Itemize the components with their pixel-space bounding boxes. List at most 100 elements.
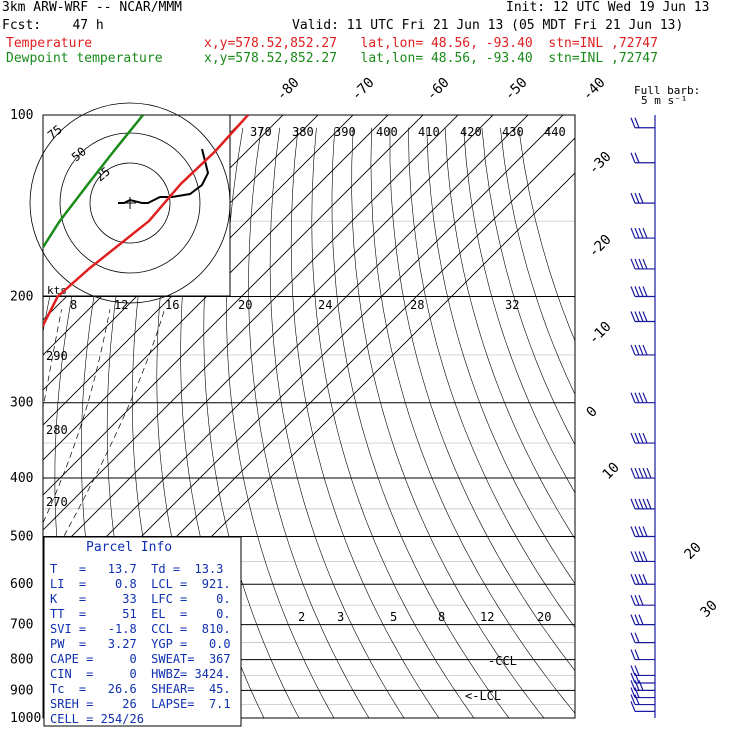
mixing-ratio-label: 3 <box>337 610 344 624</box>
wind-barb <box>630 687 655 699</box>
barb-flag <box>638 258 644 270</box>
isotherm-label: 0 <box>584 404 601 421</box>
barb-flag <box>630 286 636 297</box>
barb-flag <box>638 227 644 239</box>
parcel-row: Tc = 26.6 SHEAR= 45. <box>50 682 231 696</box>
barb-flag <box>634 286 640 297</box>
speed-tick-label: 16 <box>165 298 179 312</box>
pressure-tick-label: 700 <box>10 618 33 633</box>
barb-flag <box>634 665 640 676</box>
isotherm-label: -10 <box>586 319 615 348</box>
dry-adiabat <box>426 127 575 585</box>
barb-flag <box>634 311 640 322</box>
moist-adiabat <box>43 309 165 575</box>
wind-barb <box>630 227 655 239</box>
wind-barb <box>630 344 655 356</box>
barb-flag <box>634 672 640 684</box>
barb-flag <box>630 672 636 684</box>
barb-flag <box>634 192 640 204</box>
init-time: Init: 12 UTC Wed 19 Jun 13 <box>506 0 710 15</box>
dry-adiabat <box>518 127 575 342</box>
isotherm-line <box>43 115 319 391</box>
dry-adiabat <box>389 127 575 672</box>
parcel-row: LI = 0.8 LCL = 921. <box>50 577 231 591</box>
barb-flag <box>634 117 640 128</box>
dry-adiabat <box>290 127 440 718</box>
barb-flag <box>638 574 644 585</box>
parcel-info-panel: Parcel Info T = 13.7 Td = 13.3 LI = 0.8 … <box>44 537 241 726</box>
barb-flag <box>642 498 648 510</box>
parcel-row: T = 13.7 Td = 13.3 <box>50 562 224 576</box>
mixing-ratio-label: 12 <box>480 610 494 624</box>
barb-flag <box>642 344 648 356</box>
hodograph-trace <box>118 148 210 204</box>
barb-flag <box>630 467 636 479</box>
barb-flag <box>630 227 636 239</box>
isotherm-label: -80 <box>274 75 303 104</box>
isotherm-label: -30 <box>586 149 615 178</box>
barb-flag <box>634 467 640 479</box>
barb-flag <box>638 311 644 322</box>
speed-tick-label: 32 <box>505 298 519 312</box>
barb-flag <box>630 687 636 698</box>
pressure-tick-label: 500 <box>10 529 33 544</box>
wind-barb <box>630 701 655 712</box>
barb-flag <box>642 286 648 297</box>
isotherm-label: -60 <box>424 75 453 104</box>
barb-flag <box>638 614 644 625</box>
parcel-row: CELL = 254/26 <box>50 712 144 726</box>
barb-flag <box>630 258 636 270</box>
pressure-tick-label: 800 <box>10 653 33 668</box>
barb-flag <box>634 694 640 705</box>
barb-flag <box>630 117 636 128</box>
barb-flag <box>638 680 644 691</box>
speed-tick-label: 12 <box>114 298 128 312</box>
barb-flag <box>634 632 640 643</box>
wind-barb <box>630 311 655 323</box>
wind-barb <box>630 498 655 510</box>
barb-flag <box>638 344 644 356</box>
wind-barb <box>630 672 655 684</box>
hodograph-ring <box>89 162 171 244</box>
barb-flag <box>642 432 648 444</box>
barb-flag <box>642 227 648 239</box>
barb-flag <box>638 526 644 537</box>
barb-flag <box>630 152 636 163</box>
theta-e-label: 270 <box>46 495 68 509</box>
barb-flag <box>630 311 636 322</box>
dry-adiabat <box>226 127 335 718</box>
parcel-row: K = 33 LFC = 0. <box>50 592 231 606</box>
ccl-label: -CCL <box>488 654 517 668</box>
wind-barb <box>630 467 655 479</box>
barb-flag <box>630 701 636 712</box>
dry-adiabat <box>0 128 22 731</box>
wind-barb <box>630 680 655 692</box>
wind-barb <box>630 526 655 538</box>
wind-barb <box>630 152 655 164</box>
theta-e-label: 280 <box>46 423 68 437</box>
mixing-ratio-label: 8 <box>438 610 445 624</box>
forecast-hour: Fcst: 47 h <box>2 18 104 33</box>
parcel-row: SREH = 26 LAPSE= 7.1 <box>50 697 231 711</box>
barb-flag <box>638 286 644 297</box>
barb-flag <box>642 551 648 562</box>
barb-flag <box>634 649 640 660</box>
theta-label: 370 <box>250 125 272 139</box>
barb-flag <box>630 632 636 643</box>
barb-flag <box>630 392 636 403</box>
isotherm-label: -40 <box>580 75 609 104</box>
barb-flag <box>630 649 636 660</box>
barb-flag <box>634 344 640 356</box>
isotherm-line <box>43 115 389 461</box>
speed-tick-label: 20 <box>238 298 252 312</box>
barb-flag <box>642 392 648 403</box>
theta-label: 400 <box>376 125 398 139</box>
wind-barb <box>630 574 655 585</box>
parcel-panel-bg <box>43 536 242 727</box>
barb-flag <box>634 392 640 403</box>
plot-frame <box>42 114 576 719</box>
dry-adiabat <box>370 127 575 714</box>
wind-barb <box>630 694 655 706</box>
pressure-tick-label: 300 <box>10 396 33 411</box>
hodograph-ring <box>29 102 231 304</box>
